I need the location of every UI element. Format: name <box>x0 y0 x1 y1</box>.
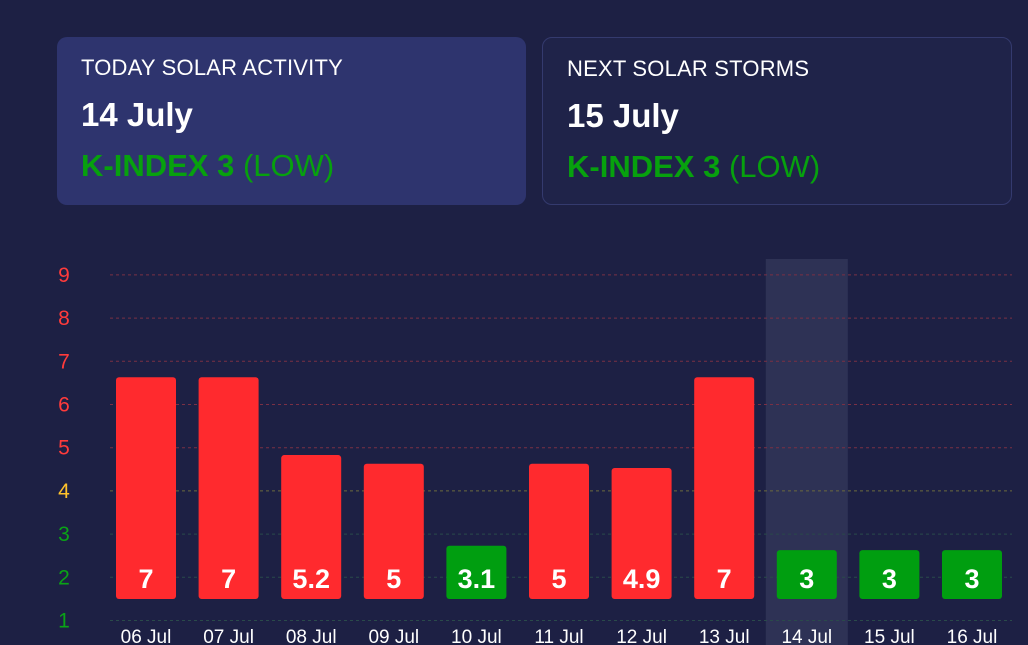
bar-value-label: 4.9 <box>623 564 661 594</box>
bar-value-label: 3 <box>882 564 897 594</box>
x-tick-label: 13 Jul <box>699 627 750 645</box>
next-card-date: 15 July <box>567 97 679 134</box>
bar-value-label: 5 <box>386 564 401 594</box>
y-tick-label-1: 1 <box>58 610 70 633</box>
bar-value-label: 5 <box>551 564 566 594</box>
bar-11-jul <box>529 463 589 599</box>
y-tick-label-5: 5 <box>58 437 70 460</box>
bar-14-jul <box>776 550 837 599</box>
x-tick-label: 06 Jul <box>121 627 172 645</box>
y-tick-label-2: 2 <box>58 566 70 589</box>
bar-16-jul <box>942 550 1002 599</box>
today-activity-card: TODAY SOLAR ACTIVITY 14 July K-INDEX 3 (… <box>57 37 526 205</box>
bar-08-jul <box>281 455 342 599</box>
bar-value-label: 7 <box>138 564 153 594</box>
next-kindex: K-INDEX 3 (LOW) <box>567 148 987 186</box>
x-tick-label: 10 Jul <box>451 627 502 645</box>
y-tick-label-9: 9 <box>58 264 70 287</box>
bar-12-jul <box>611 468 672 599</box>
x-tick-label: 14 Jul <box>781 627 832 645</box>
bar-value-label: 7 <box>717 564 732 594</box>
x-tick-label: 09 Jul <box>368 627 419 645</box>
today-kindex: K-INDEX 3 (LOW) <box>81 147 502 185</box>
bar-value-label: 3.1 <box>458 564 496 594</box>
bar-07-jul <box>198 377 259 599</box>
bar-13-jul <box>694 377 755 599</box>
bar-10-jul <box>446 545 507 599</box>
y-tick-label-6: 6 <box>58 394 70 417</box>
bar-06-jul <box>116 377 176 599</box>
next-card-title: NEXT SOLAR STORMS <box>567 56 810 81</box>
y-tick-label-4: 4 <box>58 480 70 503</box>
x-tick-label: 07 Jul <box>203 627 254 645</box>
next-storms-card: NEXT SOLAR STORMS 15 July K-INDEX 3 (LOW… <box>542 37 1012 205</box>
bar-value-label: 7 <box>221 564 236 594</box>
x-tick-label: 16 Jul <box>947 627 998 645</box>
next-kindex-level: (LOW) <box>728 149 821 184</box>
bar-value-label: 3 <box>964 564 979 594</box>
bar-15-jul <box>859 550 920 599</box>
x-tick-label: 11 Jul <box>534 627 583 645</box>
x-tick-label: 15 Jul <box>864 627 915 645</box>
today-card-date: 14 July <box>81 96 193 133</box>
today-kindex-level: (LOW) <box>242 148 335 183</box>
bar-value-label: 5.2 <box>292 564 330 594</box>
y-tick-label-3: 3 <box>58 523 70 546</box>
bar-09-jul <box>363 463 424 599</box>
x-tick-label: 08 Jul <box>286 627 337 645</box>
x-tick-label: 12 Jul <box>616 627 667 645</box>
next-kindex-value: K-INDEX 3 <box>567 149 721 184</box>
today-kindex-value: K-INDEX 3 <box>81 148 235 183</box>
bar-value-label: 3 <box>799 564 814 594</box>
y-tick-label-8: 8 <box>58 307 70 330</box>
today-card-title: TODAY SOLAR ACTIVITY <box>81 55 343 80</box>
y-tick-label-7: 7 <box>58 350 70 373</box>
